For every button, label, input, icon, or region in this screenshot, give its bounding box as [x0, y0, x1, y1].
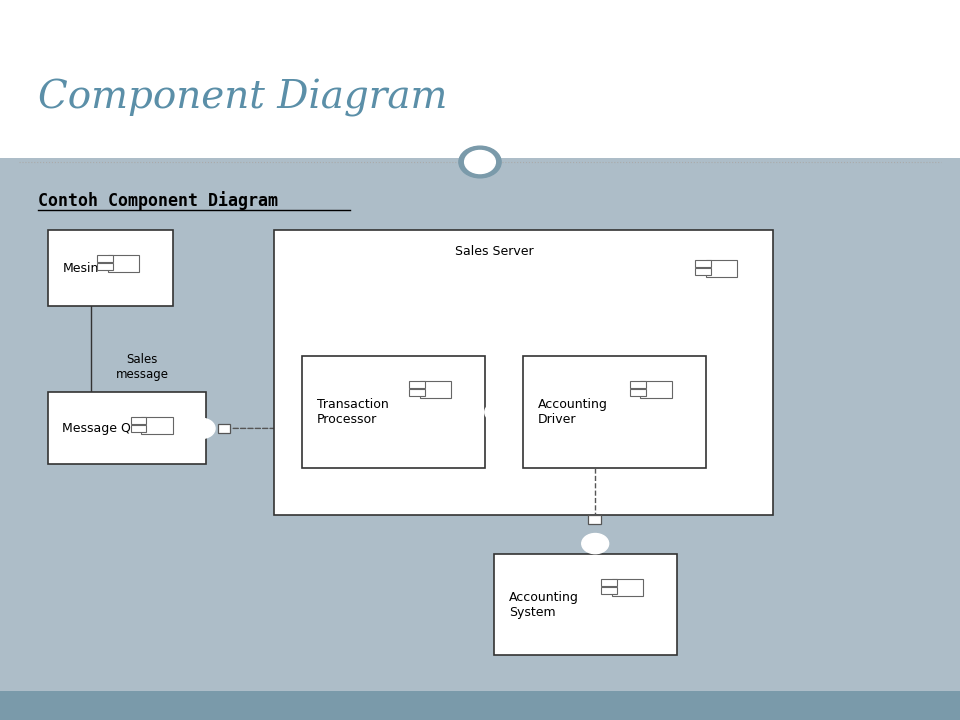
Text: Component Diagram: Component Diagram	[38, 79, 447, 117]
FancyBboxPatch shape	[409, 389, 424, 396]
Text: Contoh Component Diagram: Contoh Component Diagram	[38, 191, 278, 210]
FancyBboxPatch shape	[630, 389, 645, 396]
Text: Sales
message: Sales message	[115, 353, 169, 381]
Text: Sales Server: Sales Server	[455, 245, 534, 258]
Circle shape	[465, 150, 495, 174]
FancyBboxPatch shape	[601, 587, 616, 594]
FancyBboxPatch shape	[420, 381, 451, 398]
FancyBboxPatch shape	[302, 356, 485, 468]
FancyBboxPatch shape	[695, 268, 710, 275]
FancyBboxPatch shape	[141, 417, 173, 434]
FancyBboxPatch shape	[131, 425, 147, 432]
FancyBboxPatch shape	[218, 424, 230, 433]
Text: Accounting
Driver: Accounting Driver	[538, 398, 608, 426]
FancyBboxPatch shape	[494, 554, 677, 655]
FancyBboxPatch shape	[274, 230, 773, 515]
FancyBboxPatch shape	[48, 392, 206, 464]
Circle shape	[582, 534, 609, 554]
FancyBboxPatch shape	[640, 381, 672, 398]
FancyBboxPatch shape	[409, 381, 424, 388]
FancyBboxPatch shape	[97, 263, 113, 270]
FancyBboxPatch shape	[48, 230, 173, 306]
Text: Accounting
System: Accounting System	[509, 591, 579, 618]
FancyBboxPatch shape	[706, 260, 737, 277]
FancyBboxPatch shape	[97, 255, 113, 262]
FancyBboxPatch shape	[601, 579, 616, 586]
FancyBboxPatch shape	[588, 515, 601, 524]
FancyBboxPatch shape	[612, 579, 643, 596]
FancyBboxPatch shape	[630, 381, 645, 388]
FancyBboxPatch shape	[523, 356, 706, 468]
Text: Transaction
Processor: Transaction Processor	[317, 398, 389, 426]
Text: Mesin: Mesin	[62, 261, 99, 275]
Circle shape	[188, 418, 215, 438]
FancyBboxPatch shape	[131, 417, 147, 424]
Text: Message Queue: Message Queue	[62, 422, 162, 435]
Circle shape	[459, 146, 501, 178]
FancyBboxPatch shape	[695, 260, 710, 267]
Circle shape	[485, 402, 512, 422]
FancyBboxPatch shape	[108, 255, 139, 272]
